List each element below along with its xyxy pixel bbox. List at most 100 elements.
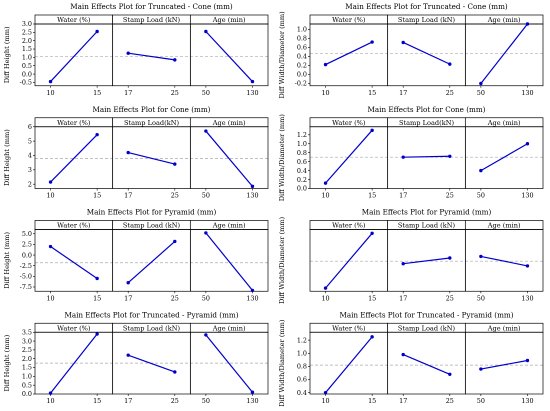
factor-plot-area — [464, 23, 544, 87]
x-tick-label: 10 — [321, 294, 329, 302]
effect-line — [50, 134, 98, 183]
effect-line — [127, 240, 176, 284]
y-tick-label: 3 — [28, 166, 32, 174]
y-tick-label: 0.0 — [22, 251, 32, 259]
factor-label: Stamp Load (kN) — [398, 324, 456, 332]
x-tick-label: 50 — [477, 192, 485, 200]
y-axis-label: Diff Width/Diameter (mm) — [278, 114, 286, 202]
factor-plot-area — [387, 23, 466, 87]
y-tick-label: 0.0 — [297, 71, 307, 79]
effect-point — [323, 62, 328, 67]
factor-panel: Water (%) 10 15 — [34, 322, 114, 405]
y-tick-label: 1.0 — [22, 54, 32, 62]
x-tick-label: 17 — [124, 397, 132, 405]
x-tick-label: 25 — [446, 294, 454, 302]
x-tick-label: 10 — [46, 397, 54, 405]
chart-5: Main Effects Plot for Pyramid (mm) Diff H… — [3, 208, 269, 302]
y-tick-label: 1.5 — [22, 364, 32, 372]
effect-point — [250, 288, 255, 293]
x-tick-label: 50 — [202, 89, 210, 97]
effect-point — [48, 391, 53, 395]
y-tick-label: 0.2 — [297, 176, 307, 184]
y-tick-label: 3.5 — [22, 328, 32, 336]
y-tick-label: -2.5 — [20, 262, 32, 270]
x-tick-label: 17 — [399, 192, 407, 200]
factor-panel: Age (min) 50 130 — [189, 117, 269, 200]
x-tick-label: 15 — [368, 192, 376, 200]
x-tick-label: 25 — [446, 89, 454, 97]
y-tick-label: 0.4 — [297, 389, 307, 397]
effect-line — [128, 152, 175, 165]
effect-point — [401, 40, 405, 45]
effect-line — [205, 31, 253, 82]
factor-panel: Stamp Load(kN) 17 25 — [387, 117, 466, 200]
y-tick-label: 3.0 — [22, 337, 32, 345]
factor-panel: Age (min) 50 130 — [189, 322, 269, 405]
effect-point — [370, 40, 374, 44]
factor-plot-area — [464, 126, 544, 189]
effect-point — [370, 231, 374, 235]
chart-3: Main Effects Plot for Cone (mm) Diff Heig… — [3, 105, 269, 200]
chart-title: Main Effects Plot for Pyramid (mm) — [87, 208, 217, 217]
effect-line — [205, 232, 253, 291]
y-tick-label: 2.5 — [22, 346, 32, 354]
effect-point — [95, 29, 99, 34]
effect-line — [325, 232, 373, 289]
x-tick-label: 50 — [202, 294, 210, 302]
factor-panel: Stamp Load (kN) 17 25 — [387, 14, 466, 97]
y-axis-label: Diff Width/Diameter (mm) — [278, 11, 286, 99]
effect-point — [250, 390, 255, 394]
factor-plot-area — [387, 331, 466, 395]
y-tick-label: 5.0 — [22, 230, 32, 238]
y-tick-label: -5.0 — [20, 273, 32, 281]
y-tick-label: 1.0 — [297, 349, 307, 357]
y-tick-label: 1.0 — [297, 26, 307, 34]
x-tick-label: 25 — [171, 89, 179, 97]
factor-panel: Age (min) 50 130 — [464, 117, 544, 200]
y-tick-label: 0.0 — [22, 390, 32, 398]
x-tick-label: 25 — [171, 397, 179, 405]
factor-label: Water (%) — [332, 119, 366, 127]
y-axis-label: Diff Height (mm) — [3, 129, 11, 186]
chart-1: Main Effects Plot for Truncated - Cone (… — [3, 2, 269, 97]
effect-point — [250, 79, 255, 84]
chart-title: Main Effects Plot for Pyramid (mm) — [362, 208, 492, 217]
y-tick-label: 0.8 — [297, 363, 307, 371]
factor-panel: Stamp Load (kN) 17 25 — [112, 322, 191, 405]
effect-point — [401, 155, 405, 159]
x-tick-label: 130 — [521, 294, 533, 302]
factor-plot-area — [34, 23, 114, 87]
factor-label: Stamp Load (kN) — [398, 16, 456, 24]
effect-line — [205, 334, 253, 393]
factor-panel: Stamp Load (kN) 17 25 — [387, 220, 466, 302]
x-tick-label: 15 — [93, 294, 101, 302]
y-axis-label: Diff Height (mm) — [3, 232, 11, 289]
effect-point — [525, 264, 530, 268]
effect-point — [401, 262, 405, 266]
effect-point — [48, 244, 53, 249]
factor-panel: Stamp Load (kN) 17 25 — [112, 220, 191, 302]
effect-point — [479, 254, 483, 259]
factor-label: Water (%) — [57, 119, 91, 127]
effect-point — [204, 129, 208, 133]
factor-plot-area — [189, 126, 269, 189]
effect-point — [95, 276, 99, 281]
effect-line — [402, 41, 451, 65]
factor-label: Age (min) — [487, 324, 521, 332]
factor-panel: Stamp Load (kN) 17 25 — [112, 14, 191, 97]
x-tick-label: 15 — [93, 192, 101, 200]
factor-plot-area — [189, 331, 269, 395]
effect-point — [173, 162, 177, 166]
x-tick-label: 25 — [446, 397, 454, 405]
factor-panel: Stamp Load(kN) 17 25 — [112, 117, 191, 200]
factor-label: Age (min) — [212, 222, 246, 230]
y-tick-label: 2 — [28, 180, 32, 188]
y-tick-label: 0.0 — [297, 185, 307, 193]
x-tick-label: 15 — [93, 397, 101, 405]
effect-point — [48, 180, 53, 184]
x-tick-label: 10 — [46, 89, 54, 97]
y-tick-label: 0.6 — [297, 376, 307, 384]
y-tick-label: 2.5 — [22, 29, 32, 37]
effect-point — [204, 333, 208, 337]
effect-point — [479, 367, 483, 371]
